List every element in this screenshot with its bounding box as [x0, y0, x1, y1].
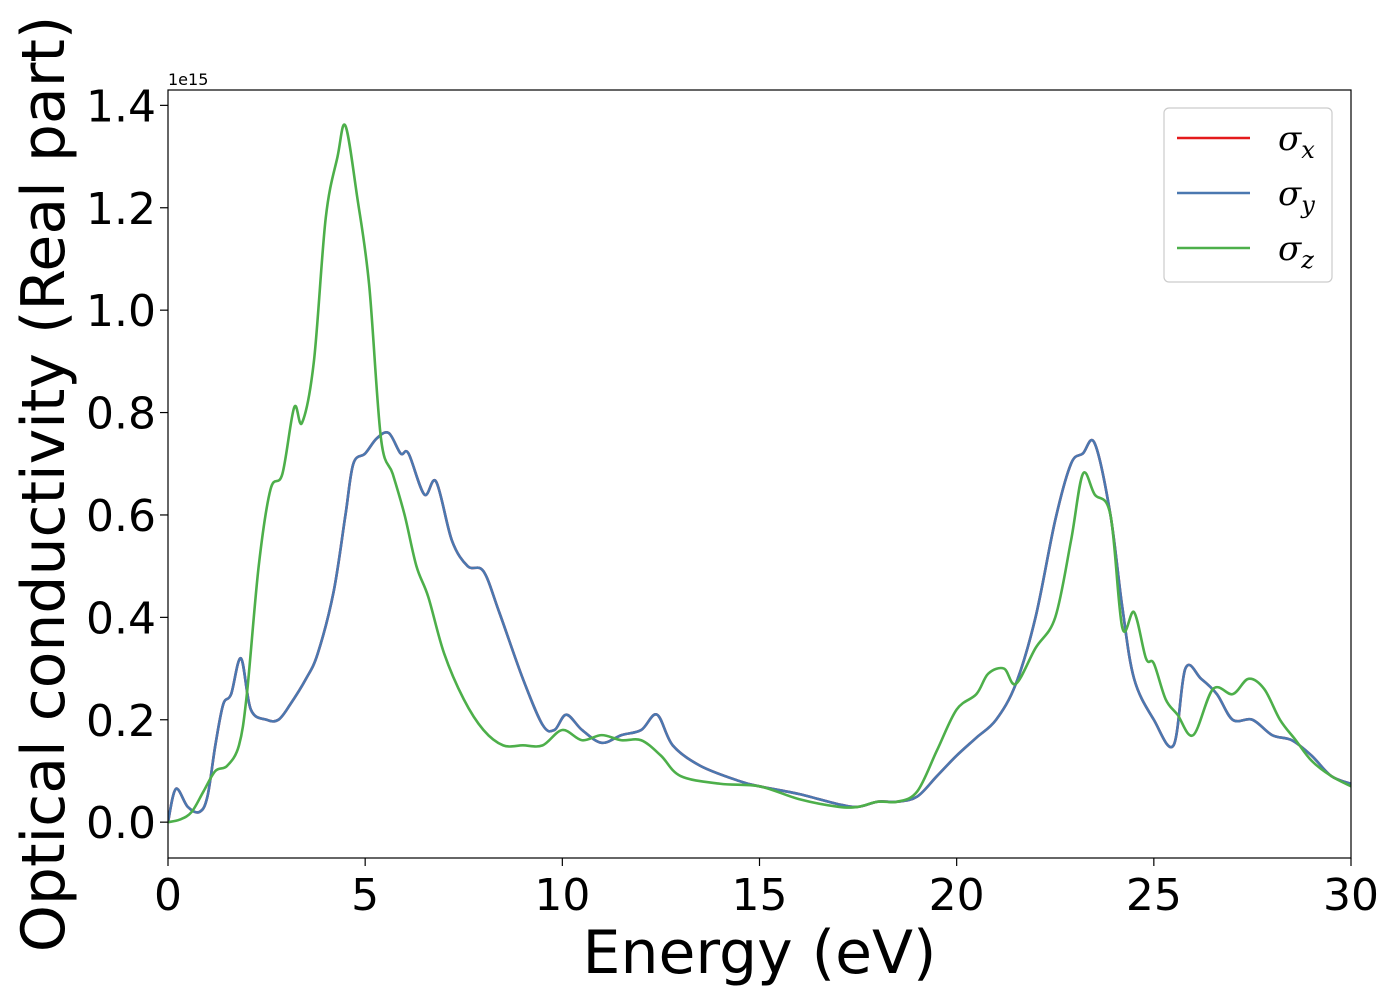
x-tick-label: 0: [154, 870, 182, 921]
x-tick-label: 15: [732, 870, 788, 921]
y-tick-label: 1.0: [86, 286, 156, 337]
y-tick-label: 1.4: [86, 81, 156, 132]
x-tick-label: 10: [534, 870, 590, 921]
legend-label-sigma-y: σy: [1278, 174, 1315, 219]
series-line-sigma-x: [168, 430, 1351, 823]
x-tick-label: 30: [1323, 870, 1379, 921]
x-axis-title: Energy (eV): [583, 918, 937, 988]
y-tick-label: 0.0: [86, 798, 156, 849]
y-tick-label: 0.6: [86, 491, 156, 542]
y-tick-label: 0.2: [86, 696, 156, 747]
series-layer: [168, 123, 1351, 824]
y-offset-text: 1e15: [168, 70, 208, 89]
y-tick-label: 1.2: [86, 184, 156, 235]
series-line-sigma-z: [168, 123, 1351, 824]
y-tick-label: 0.4: [86, 593, 156, 644]
legend-label-sigma-x: σx: [1278, 119, 1315, 164]
y-tick-label: 0.8: [86, 389, 156, 440]
series-line-sigma-y: [168, 430, 1351, 823]
y-axis-title: Optical conductivity (Real part): [9, 16, 79, 953]
x-tick-label: 25: [1126, 870, 1182, 921]
x-tick-label: 20: [929, 870, 985, 921]
legend-box: [1163, 107, 1333, 283]
tick-layer: 0 5 10 15 20 25 30 0.0 0.2 0.4 0.6 0.8 1.0 1.2 1.4: [86, 81, 1379, 921]
x-tick-label: 5: [351, 870, 379, 921]
